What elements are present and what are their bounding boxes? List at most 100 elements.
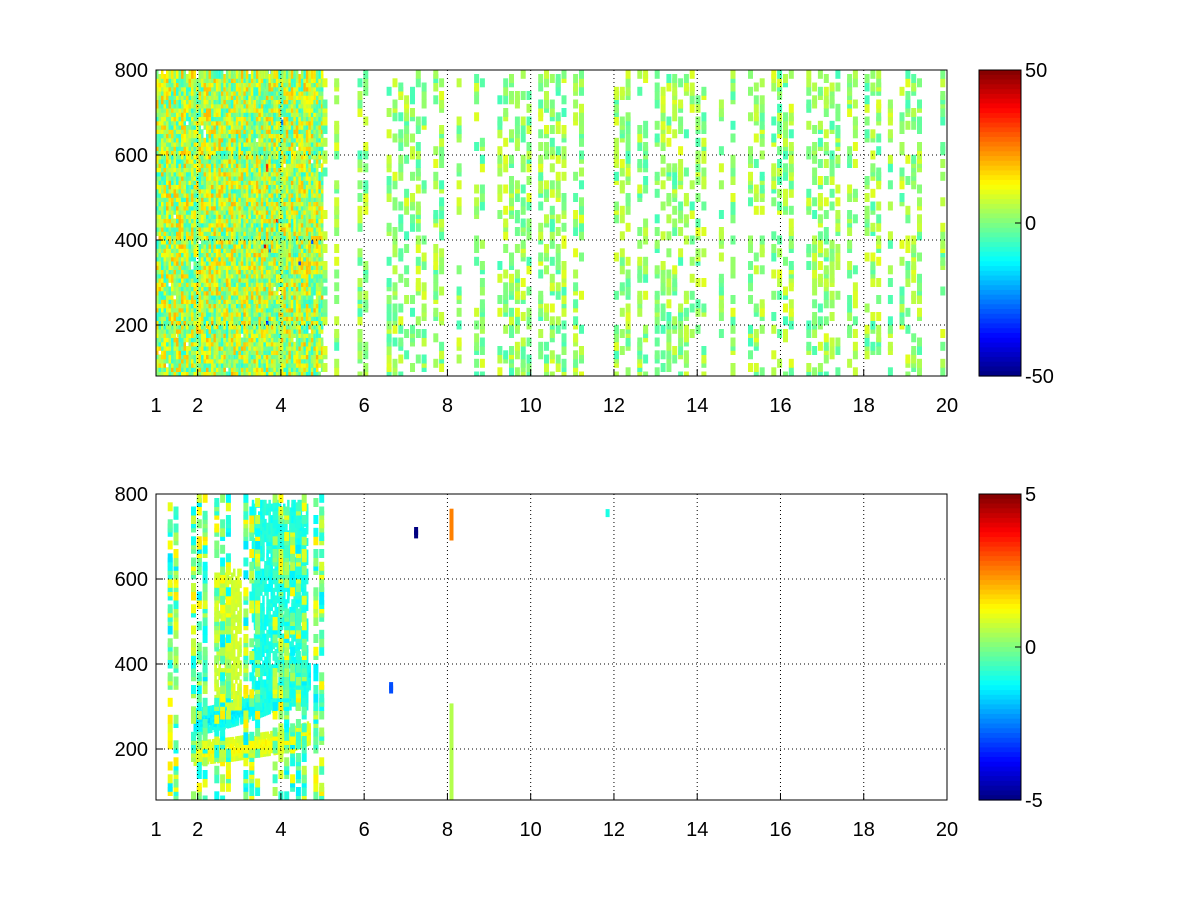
heatmap-cell-1-2894	[188, 282, 191, 292]
heatmap-cell-1-3849	[223, 91, 226, 100]
heatmap-cell-1-3257	[201, 99, 204, 109]
heatmap-cell-1-2100	[158, 371, 161, 376]
heatmap-cell-1-3727	[220, 337, 224, 347]
heatmap-cell-1-4969	[268, 282, 271, 292]
heatmap-cell-1-2227	[161, 70, 164, 79]
heatmap-cell-1-3002	[191, 86, 194, 96]
heatmap-cell-1-2546	[173, 70, 176, 79]
heatmap-cell-1-4961	[268, 324, 271, 334]
heatmap-cell-1-3228	[201, 239, 204, 249]
heatmap-cell-1-2687	[181, 329, 184, 338]
heatmap-cell-1-4784	[260, 256, 264, 266]
heatmap-cell-1-3885	[225, 201, 229, 211]
heatmap-cell-1-4480	[248, 163, 251, 173]
heatmap-cell-1-3142	[198, 337, 201, 347]
heatmap-cell-1-2129	[158, 218, 161, 228]
heatmap-cell-1-4692	[255, 86, 259, 96]
heatmap-cell-1-3819	[223, 227, 226, 236]
heatmap-cell-1-3753	[220, 222, 224, 232]
heatmap-cell-1-3139	[198, 354, 201, 364]
heatmap-cell-1-2434	[171, 299, 174, 309]
heatmap-cell-1-3316	[203, 120, 206, 130]
heatmap-cell-1-2503	[173, 278, 176, 287]
heatmap-cell-1-4914	[265, 248, 269, 258]
heatmap-cell-1-3775	[220, 125, 224, 134]
heatmap-cell-1-3724	[220, 354, 224, 364]
heatmap-cell-1-3435	[208, 197, 211, 207]
heatmap-cell-1-2110	[158, 307, 161, 317]
heatmap-cell-1-3601	[215, 354, 219, 364]
heatmap-cell-1-4685	[255, 125, 259, 134]
heatmap-cell-1-4966	[268, 299, 271, 309]
heatmap-cell-1-2514	[173, 218, 176, 228]
heatmap-cell-1-4298	[240, 70, 244, 79]
heatmap-cell-1-4892	[265, 358, 269, 368]
heatmap-cell-1-2671	[178, 99, 181, 109]
heatmap-cell-1-2796	[183, 133, 186, 143]
heatmap-cell-1-4166	[235, 116, 239, 126]
heatmap-cell-1-4716	[258, 269, 261, 279]
heatmap-cell-1-4047	[233, 358, 236, 368]
heatmap-cell-1-3596	[213, 70, 216, 79]
heatmap-cell-1-2488	[173, 358, 176, 368]
heatmap-cell-1-4057	[233, 307, 236, 317]
heatmap-cell-1-3662	[218, 363, 221, 372]
heatmap-cell-1-4683	[255, 142, 259, 151]
heatmap-cell-1-4681	[255, 154, 259, 164]
heatmap-cell-1-2253	[163, 252, 166, 262]
heatmap-cell-1-3805	[223, 290, 226, 300]
heatmap-cell-1-4584	[253, 303, 256, 313]
heatmap-cell-1-2399	[168, 150, 171, 160]
heatmap-cell-1-2980	[191, 193, 194, 202]
heatmap-cell-1-3529	[213, 371, 216, 376]
heatmap-cell-1-2235	[163, 337, 166, 347]
heatmap-cell-1-3913	[225, 70, 229, 79]
heatmap-cell-1-4732	[258, 193, 261, 202]
heatmap-cell-1-2160	[158, 74, 161, 83]
heatmap-cell-1-2500	[173, 299, 176, 309]
heatmap-cell-1-3275	[203, 316, 206, 326]
heatmap-cell-1-3781	[220, 95, 224, 105]
heatmap-cell-1-3708	[218, 137, 221, 147]
heatmap-cell-1-4931	[265, 171, 269, 181]
heatmap-cell-1-167	[238, 278, 241, 286]
heatmap-cell-1-3686	[218, 248, 221, 258]
heatmap-cell-1-2715	[181, 201, 184, 211]
heatmap-cell-1-2605	[176, 99, 179, 109]
heatmap-cell-1-3876	[225, 244, 229, 253]
heatmap-cell-1-3326	[203, 70, 206, 79]
heatmap-cell-1-4102	[233, 103, 236, 113]
heatmap-cell-1-2082	[156, 154, 159, 164]
heatmap-cell-1-3404	[208, 337, 211, 347]
heatmap-cell-1-2743	[181, 70, 184, 79]
heatmap-cell-1-2675	[178, 78, 181, 88]
heatmap-cell-1-3252	[201, 129, 204, 139]
heatmap-cell-1-2233	[163, 350, 166, 360]
heatmap-cell-1-2841	[186, 231, 189, 241]
heatmap-cell-1-3337	[206, 329, 209, 338]
heatmap-cell-1-4270	[240, 218, 244, 228]
heatmap-cell-1-4899	[265, 324, 269, 334]
heatmap-cell-1-3442	[208, 163, 211, 173]
heatmap-cell-1-2590	[176, 167, 179, 177]
heatmap-cell-1-3852	[223, 74, 226, 83]
heatmap-cell-1-2872	[186, 86, 189, 96]
heatmap-cell-1-4271	[240, 205, 244, 215]
heatmap-cell-1-4561	[250, 103, 254, 113]
heatmap-cell-1-3036	[193, 235, 196, 245]
heatmap-cell-1-3698	[218, 188, 221, 198]
heatmap-cell-1-2816	[186, 346, 189, 355]
heatmap-cell-1-4137	[235, 248, 239, 258]
heatmap-cell-1-4705	[258, 324, 261, 334]
heatmap-cell-1-4175	[238, 363, 241, 372]
heatmap-cell-1-3594	[213, 82, 216, 92]
heatmap-cell-1-4975	[268, 252, 271, 262]
heatmap-cell-1-3861	[225, 324, 229, 334]
heatmap-cell-1-3072	[193, 70, 196, 79]
heatmap-cell-1-2664	[178, 133, 181, 143]
heatmap-cell-1-3943	[228, 231, 231, 241]
heatmap-cell-1-4753	[258, 95, 261, 105]
heatmap-cell-1-3095	[196, 261, 199, 270]
heatmap-cell-1-3003	[191, 78, 194, 88]
